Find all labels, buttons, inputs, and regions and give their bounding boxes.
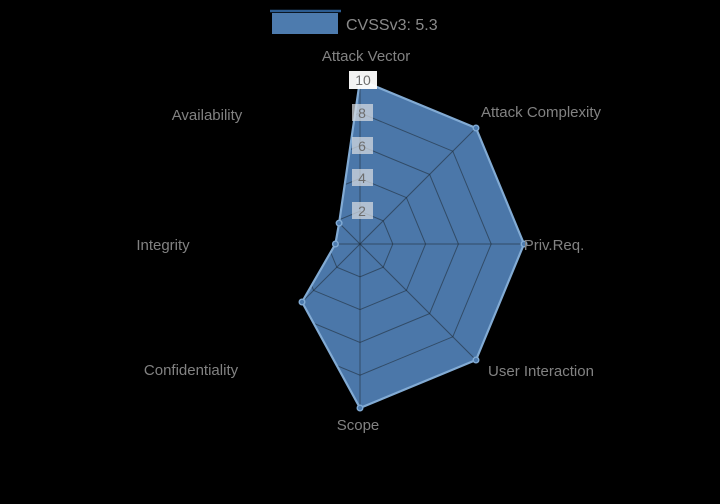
axis-label-scope: Scope [337,417,380,434]
radar-plot-layer [298,76,528,412]
series-point-1 [472,124,480,132]
tick-6-label: 6 [358,138,366,154]
tick-4-box [352,169,373,186]
axis-label-attack-complexity: Attack Complexity [481,104,602,121]
series-point-3 [472,356,480,364]
tick-4-label: 4 [358,170,366,186]
axis-label-attack-vector: Attack Vector [322,48,410,65]
axis-label-priv-req: Priv.Req. [524,237,585,254]
tick-8-label: 8 [358,105,366,121]
axis-labels: Attack Vector Attack Complexity Priv.Req… [136,48,601,434]
tick-6: 6 [352,137,373,154]
axis-label-integrity: Integrity [136,237,190,254]
legend-swatch [272,13,338,34]
tick-2-box [352,202,373,219]
grid-spoke-5 [302,243,361,361]
legend: CVSSv3: 5.3 [270,9,438,34]
tick-6-box [352,137,373,154]
series-point-4 [356,404,364,412]
series-point-7 [335,219,343,227]
series-point-6 [331,240,339,248]
legend-series-label: CVSSv3: 5.3 [346,17,438,34]
axis-label-user-interaction: User Interaction [488,363,594,380]
grid-spoke-3 [359,243,477,361]
series-point-5 [298,298,306,306]
radial-tick-labels: 10 8 6 4 2 [349,71,377,219]
grid-spoke-1 [359,127,477,245]
tick-8-box [352,104,373,121]
axis-label-confidentiality: Confidentiality [144,362,239,379]
series-point-2 [520,240,528,248]
axis-label-availability: Availability [172,107,243,124]
tick-10-box [349,71,377,89]
grid-spoke-7 [302,127,361,245]
tick-10-label: 10 [355,72,371,88]
tick-2: 2 [352,202,373,219]
tick-8: 8 [352,104,373,121]
tick-10: 10 [349,71,377,89]
tick-4: 4 [352,169,373,186]
tick-2-label: 2 [358,203,366,219]
